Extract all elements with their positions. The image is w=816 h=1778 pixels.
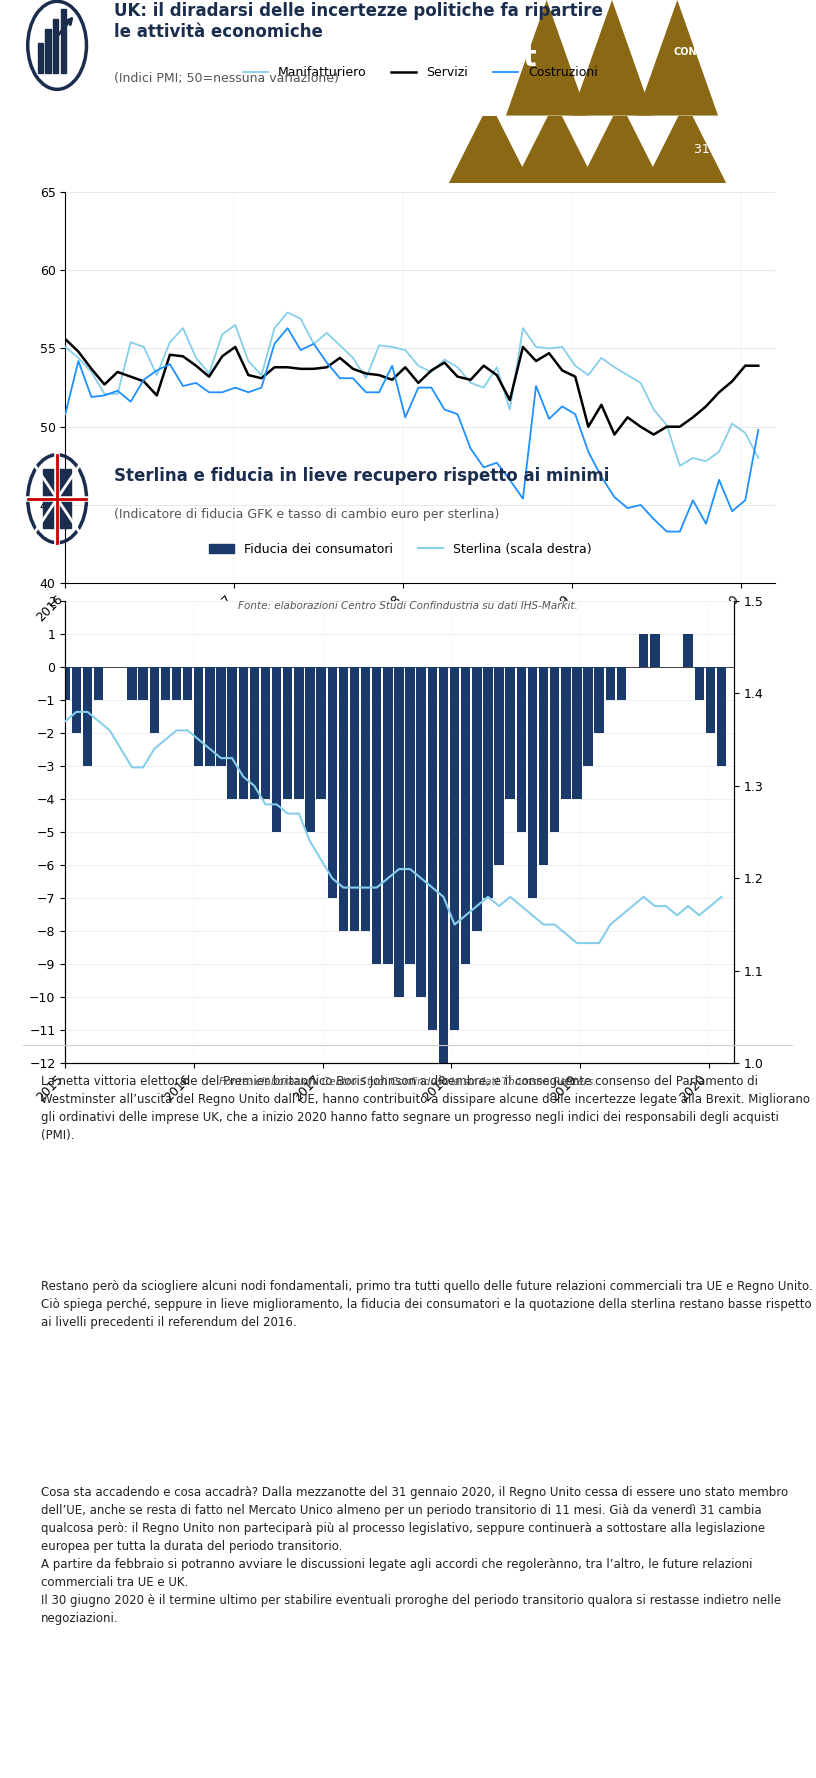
Bar: [572, 667, 582, 798]
Bar: [583, 667, 592, 766]
Bar: [684, 635, 693, 667]
Bar: [205, 667, 215, 766]
Bar: [406, 667, 415, 964]
Bar: [639, 635, 649, 667]
Text: Fonte: elaborazioni Centro Studi Confindustria su dati Thomson Reuters.: Fonte: elaborazioni Centro Studi Confind…: [220, 1077, 596, 1088]
Bar: [42, 469, 72, 528]
Legend: Manifatturiero, Servizi, Costruzioni: Manifatturiero, Servizi, Costruzioni: [237, 62, 603, 84]
Bar: [261, 667, 270, 798]
Bar: [294, 667, 304, 798]
Polygon shape: [636, 0, 718, 116]
Bar: [617, 667, 626, 701]
Bar: [650, 635, 659, 667]
Bar: [339, 667, 348, 932]
Bar: [238, 667, 248, 798]
Text: Restano però da sciogliere alcuni nodi fondamentali, primo tra tutti quello dell: Restano però da sciogliere alcuni nodi f…: [41, 1280, 813, 1330]
Polygon shape: [449, 101, 530, 183]
Polygon shape: [571, 0, 653, 116]
Bar: [317, 667, 326, 798]
Bar: [539, 667, 548, 866]
Bar: [139, 667, 148, 701]
Bar: [594, 667, 604, 733]
Text: (Indicatore di fiducia GFK e tasso di cambio euro per sterlina): (Indicatore di fiducia GFK e tasso di ca…: [114, 509, 499, 521]
Bar: [172, 667, 181, 701]
Bar: [94, 667, 104, 701]
Text: Centro Studi: Centro Studi: [688, 23, 748, 34]
Text: Sterlina e fiducia in lieve recupero rispetto ai minimi: Sterlina e fiducia in lieve recupero ris…: [114, 468, 610, 485]
Bar: [394, 667, 404, 997]
Bar: [46, 28, 51, 73]
Bar: [72, 667, 81, 733]
Bar: [416, 667, 426, 997]
Bar: [305, 667, 315, 832]
Bar: [272, 667, 282, 832]
Bar: [149, 667, 159, 733]
Text: Scenari geoeconomici: Scenari geoeconomici: [16, 142, 185, 156]
Polygon shape: [506, 0, 588, 116]
Text: CONFINDUSTRIA: CONFINDUSTRIA: [673, 46, 763, 57]
Bar: [428, 667, 437, 1029]
Bar: [472, 667, 481, 932]
Bar: [250, 667, 259, 798]
Bar: [439, 667, 448, 1063]
Polygon shape: [579, 101, 661, 183]
Bar: [38, 43, 42, 73]
Bar: [361, 667, 370, 932]
Bar: [550, 667, 560, 832]
Bar: [706, 667, 715, 733]
Bar: [53, 20, 59, 73]
Bar: [127, 667, 137, 701]
Polygon shape: [514, 101, 596, 183]
Bar: [461, 667, 471, 964]
Bar: [450, 667, 459, 1029]
Text: (Indici PMI; 50=nessuna variazione): (Indici PMI; 50=nessuna variazione): [114, 73, 339, 85]
Text: La netta vittoria elettorale del Premier britannico Boris Johnson a dicembre, e : La netta vittoria elettorale del Premier…: [41, 1074, 809, 1141]
Text: Brexit Begins – Ha inizio la Brexit: Brexit Begins – Ha inizio la Brexit: [16, 44, 537, 71]
Text: Cosa sta accadendo e cosa accadrà? Dalla mezzanotte del 31 gennaio 2020, il Regn: Cosa sta accadendo e cosa accadrà? Dalla…: [41, 1486, 788, 1625]
Bar: [228, 667, 237, 798]
Text: UK: il diradarsi delle incertezze politiche fa ripartire
le attività economiche: UK: il diradarsi delle incertezze politi…: [114, 2, 603, 41]
Bar: [384, 667, 392, 964]
Bar: [82, 667, 92, 766]
Bar: [494, 667, 503, 866]
Bar: [372, 667, 381, 964]
Bar: [216, 667, 226, 766]
Bar: [183, 667, 193, 701]
Bar: [61, 9, 66, 73]
Bar: [517, 667, 526, 832]
Text: 31 gennaio 2020: 31 gennaio 2020: [694, 142, 800, 156]
Polygon shape: [645, 101, 726, 183]
Bar: [716, 667, 726, 766]
Bar: [694, 667, 704, 701]
Bar: [60, 667, 70, 701]
Bar: [283, 667, 292, 798]
Bar: [327, 667, 337, 898]
Bar: [528, 667, 537, 898]
Legend: Fiducia dei consumatori, Sterlina (scala destra): Fiducia dei consumatori, Sterlina (scala…: [203, 539, 596, 560]
Bar: [561, 667, 570, 798]
Bar: [161, 667, 170, 701]
Text: Fonte: elaborazioni Centro Studi Confindustria su dati IHS-Markit.: Fonte: elaborazioni Centro Studi Confind…: [238, 601, 578, 612]
Bar: [605, 667, 615, 701]
Bar: [505, 667, 515, 798]
Bar: [194, 667, 203, 766]
Bar: [350, 667, 359, 932]
Bar: [483, 667, 493, 898]
